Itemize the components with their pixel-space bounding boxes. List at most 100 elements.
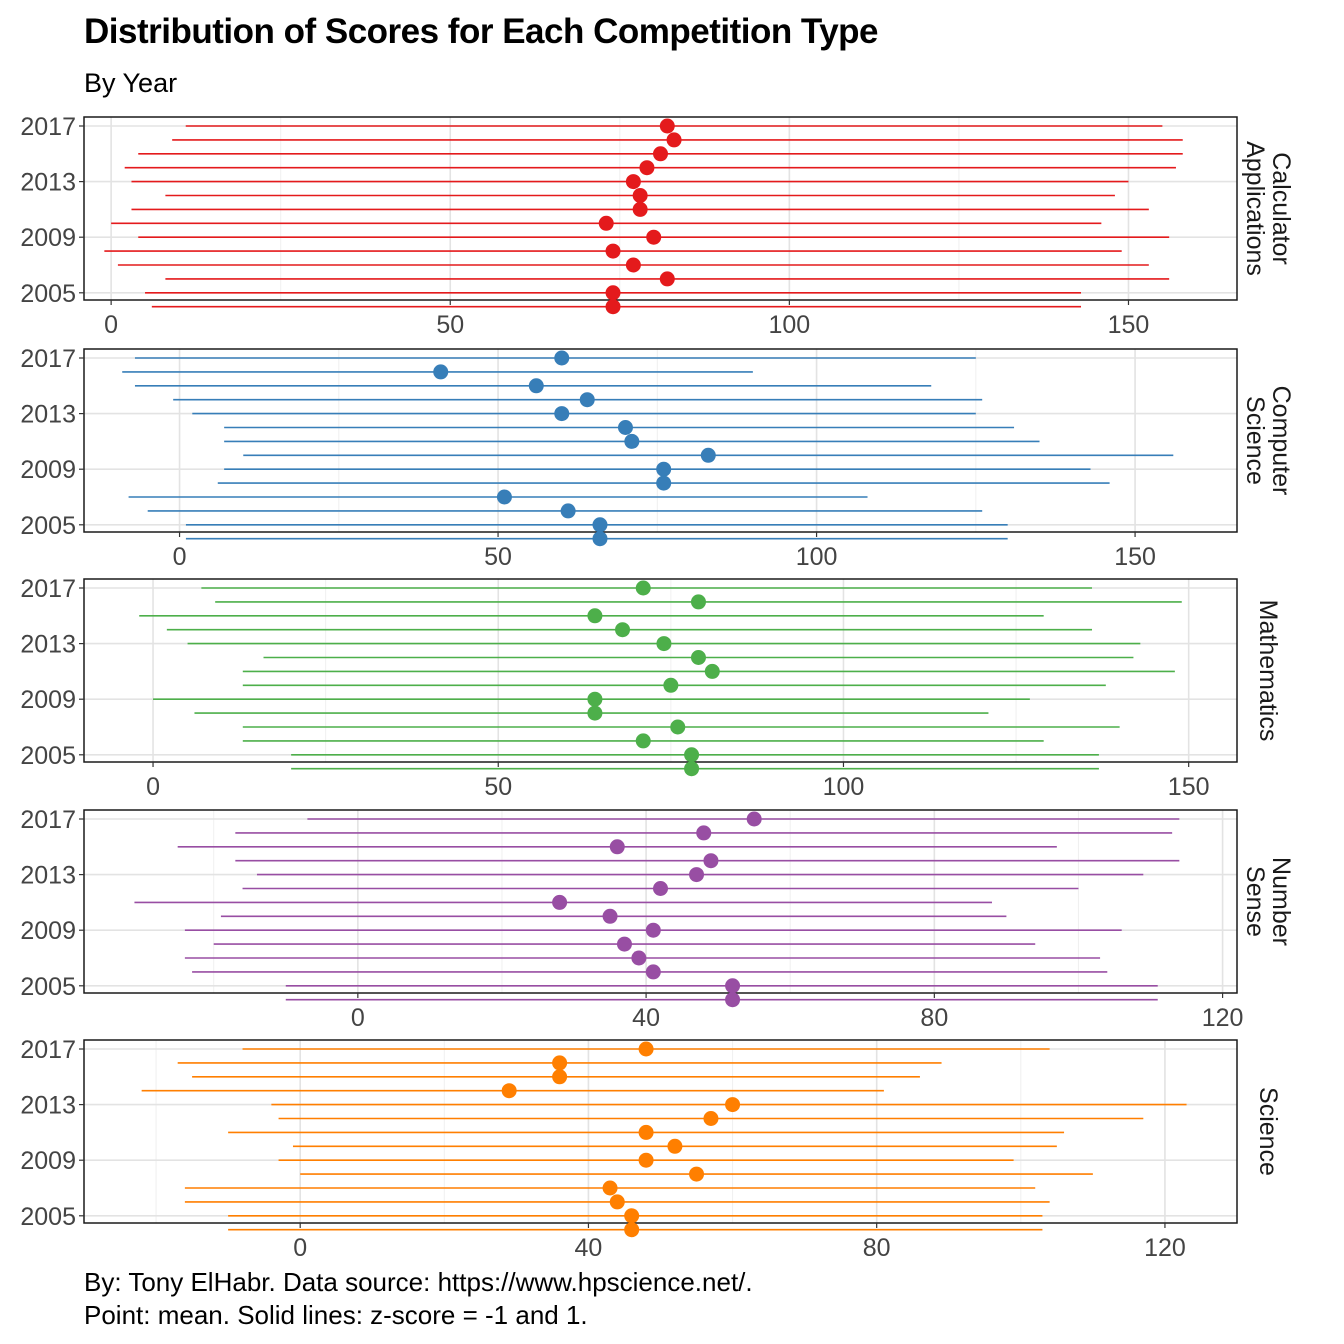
x-tick-label: 100 [823, 773, 865, 801]
mean-point [635, 733, 651, 749]
mean-point [528, 378, 544, 394]
mean-point [703, 1111, 719, 1126]
caption-line-source: By: Tony ElHabr. Data source: https://ww… [84, 1267, 753, 1297]
y-tick-label: 2013 [20, 1092, 76, 1120]
mean-point [560, 503, 576, 519]
facet-strip-line: Science [1254, 1087, 1282, 1176]
panel-border [83, 116, 1238, 301]
mean-point [605, 299, 621, 315]
mean-point [587, 691, 603, 707]
mean-point [684, 761, 700, 777]
mean-point [684, 747, 700, 763]
y-tick-label: 2013 [20, 862, 76, 890]
y-tick-label: 2013 [20, 631, 76, 659]
chart-caption: By: Tony ElHabr. Data source: https://ww… [84, 1266, 753, 1332]
mean-point [552, 1069, 568, 1085]
mean-point [609, 1194, 625, 1210]
y-tick-label: 2013 [20, 169, 76, 197]
facet-strip-line: Sense [1241, 866, 1269, 937]
chart-title: Distribution of Scores for Each Competit… [84, 12, 879, 51]
mean-point [656, 636, 672, 652]
mean-point [653, 881, 668, 896]
y-tick-label: 2009 [20, 224, 76, 252]
mean-point [638, 1152, 654, 1168]
mean-point [700, 447, 716, 463]
mean-point [689, 1166, 705, 1182]
facet-strip-line: Number [1267, 857, 1295, 946]
y-tick-label: 2013 [20, 401, 76, 429]
x-tick-label: 150 [1168, 773, 1210, 801]
mean-point [659, 118, 675, 134]
panel-mathematics: 2017 2013 2009 2005 0 50 100 150 Mathematics [20, 575, 1282, 801]
y-tick-label: 2017 [20, 113, 76, 141]
facet-strip-label: Mathematics [1254, 600, 1282, 742]
mean-point [554, 406, 570, 422]
mean-point [639, 160, 655, 176]
x-tick-label: 40 [575, 1234, 603, 1262]
x-tick-label: 0 [146, 773, 160, 801]
mean-point [667, 1138, 683, 1154]
x-tick-label: 50 [436, 311, 464, 339]
mean-point [587, 608, 603, 624]
facet-strip-line: Calculator [1267, 152, 1295, 265]
chart-subtitle: By Year [84, 68, 178, 98]
facet-strip-label: Science [1254, 1087, 1282, 1176]
mean-point [631, 950, 647, 966]
y-tick-label: 2005 [20, 973, 76, 1001]
panel-border [83, 578, 1238, 763]
mean-point [615, 622, 631, 638]
mean-point [602, 1180, 618, 1196]
mean-point [690, 650, 706, 665]
x-tick-label: 0 [293, 1234, 307, 1262]
mean-point [696, 825, 712, 841]
facet-strip-label: CalculatorApplications [1241, 141, 1295, 276]
y-tick-label: 2005 [20, 742, 76, 770]
mean-point [625, 174, 641, 190]
y-tick-label: 2009 [20, 456, 76, 484]
x-tick-label: 50 [484, 773, 512, 801]
mean-point [663, 677, 679, 693]
x-tick-label: 120 [1202, 1004, 1244, 1032]
mean-point [645, 922, 661, 938]
x-tick-label: 40 [632, 1004, 660, 1032]
caption-line-legend: Point: mean. Solid lines: z-score = -1 a… [84, 1300, 588, 1330]
mean-point [670, 719, 686, 735]
mean-point [609, 839, 625, 855]
facet-strip-line: Mathematics [1254, 600, 1282, 742]
mean-point [638, 1041, 654, 1057]
mean-point [433, 364, 449, 380]
mean-point [616, 936, 632, 952]
panel-border [83, 348, 1238, 533]
mean-point [632, 201, 648, 217]
mean-point [656, 461, 672, 477]
panel-science: 2017 2013 2009 2005 0 40 80 120 Science [20, 1036, 1282, 1262]
y-tick-label: 2017 [20, 575, 76, 603]
x-tick-label: 100 [769, 311, 811, 339]
y-tick-label: 2009 [20, 1147, 76, 1175]
x-tick-label: 0 [351, 1004, 365, 1032]
facet-strip-label: NumberSense [1241, 857, 1295, 946]
y-tick-label: 2005 [20, 280, 76, 308]
mean-point [690, 594, 706, 610]
y-tick-label: 2005 [20, 512, 76, 540]
mean-point [656, 475, 672, 491]
panel-calculator-applications: 2017 2013 2009 2005 0 50 100 150 CalculatorAppli… [20, 113, 1295, 339]
y-tick-label: 2009 [20, 917, 76, 945]
mean-point [625, 257, 641, 273]
facet-strip-label: ComputerScience [1241, 386, 1295, 496]
mean-point [645, 964, 661, 980]
mean-point [624, 433, 640, 449]
y-tick-label: 2005 [20, 1203, 76, 1231]
mean-point [659, 271, 675, 287]
mean-point [725, 978, 741, 994]
panel-border [83, 809, 1238, 994]
x-tick-label: 150 [1114, 543, 1156, 571]
mean-point [624, 1208, 640, 1224]
mean-point [725, 1097, 741, 1113]
mean-point [552, 894, 568, 910]
panel-number-sense: 2017 2013 2009 2005 0 40 80 120 NumberSense [20, 806, 1295, 1032]
mean-point [653, 146, 668, 162]
x-tick-label: 0 [173, 543, 187, 571]
x-tick-label: 150 [1108, 311, 1150, 339]
